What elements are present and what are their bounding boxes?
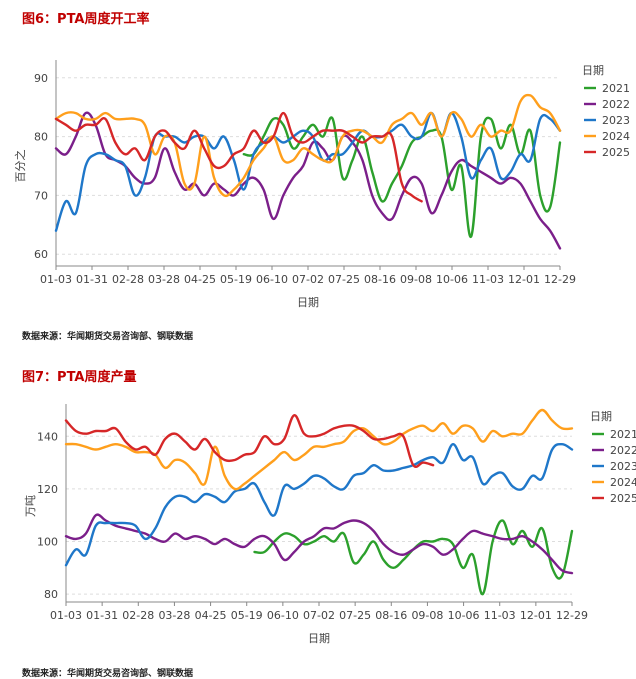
x-tick-label: 11-03 [484,609,516,622]
x-tick-label: 12-29 [556,609,588,622]
series-line-2023 [54,111,562,232]
series-line-2021 [253,519,574,596]
figure-6-source: 数据来源：华闻期货交易咨询部、钢联数据 [22,332,194,342]
x-tick-label: 01-31 [76,273,108,286]
figure-6-title: 图6：PTA周度开工率 [22,12,150,27]
x-tick-label: 01-31 [86,609,118,622]
x-tick-label: 08-16 [375,609,407,622]
legend-label-2023: 2023 [610,460,636,473]
x-tick-label: 07-25 [328,273,360,286]
x-axis-title: 日期 [297,296,319,309]
figure-7-source: 数据来源：华闻期货交易咨询部、钢联数据 [22,669,194,679]
x-axis-title: 日期 [308,632,330,645]
x-tick-label: 04-25 [184,273,216,286]
x-tick-label: 07-02 [292,273,324,286]
legend-label-2024: 2024 [610,476,636,489]
y-tick-label: 60 [34,248,48,261]
legend-label-2023: 2023 [602,114,630,127]
x-tick-label: 05-19 [220,273,252,286]
x-tick-label: 09-08 [411,609,443,622]
y-axis-title: 万吨 [24,495,37,517]
series-line-2022 [64,513,574,575]
x-tick-label: 07-25 [339,609,371,622]
series-line-2025 [64,414,435,468]
chart-pta-weekly-output: 80 100 120 140 01-03 01-31 02-28 03-28 04-25 05-1… [24,404,636,645]
x-tick-label: 12-01 [520,609,552,622]
x-tick-label: 10-06 [436,273,468,286]
x-tick-label: 08-16 [364,273,396,286]
x-tick-label: 09-08 [400,273,432,286]
y-tick-label: 100 [37,536,58,549]
series-line-2023 [64,442,574,567]
y-tick-label: 80 [34,131,48,144]
x-tick-label: 10-06 [448,609,480,622]
y-axis-title: 百分之 [13,150,27,183]
y-tick-label: 70 [34,189,48,202]
legend-label-2021: 2021 [610,428,636,441]
x-tick-label: 06-10 [256,273,288,286]
y-tick-label: 120 [37,483,58,496]
x-tick-label: 03-28 [158,609,190,622]
legend-label-2025: 2025 [610,492,636,505]
x-tick-label: 01-03 [40,273,72,286]
y-tick-label: 90 [34,72,48,85]
legend-label-2022: 2022 [610,444,636,457]
legend-label-2021: 2021 [602,82,630,95]
x-tick-label: 05-19 [231,609,263,622]
x-tick-label: 02-28 [112,273,144,286]
figure-7-title: 图7：PTA周度产量 [22,370,137,385]
chart-pta-weekly-operating-rate: 60 70 80 90 01-03 01-31 02-28 03-28 04-25 05-19 06… [13,60,630,309]
x-tick-label: 04-25 [195,609,227,622]
x-tick-label: 06-10 [267,609,299,622]
x-tick-label: 03-28 [148,273,180,286]
series-line-2025 [54,111,423,203]
y-tick-label: 80 [44,588,58,601]
legend-title: 日期 [582,64,604,77]
legend-label-2024: 2024 [602,130,630,143]
x-tick-label: 12-29 [544,273,576,286]
series-line-2021 [242,116,562,238]
x-tick-label: 07-02 [303,609,335,622]
legend-label-2022: 2022 [602,98,630,111]
x-tick-label: 01-03 [50,609,82,622]
legend-title: 日期 [590,410,612,423]
x-tick-label: 11-03 [472,273,504,286]
series-line-2024 [54,93,562,198]
x-tick-label: 02-28 [122,609,154,622]
y-tick-label: 140 [37,430,58,443]
x-tick-label: 12-01 [508,273,540,286]
legend-label-2025: 2025 [602,146,630,159]
